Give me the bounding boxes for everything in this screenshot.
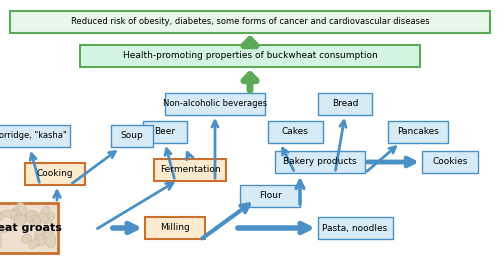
Ellipse shape [10, 209, 20, 221]
Text: Non-alcoholic beverages: Non-alcoholic beverages [163, 99, 267, 109]
Ellipse shape [11, 208, 20, 220]
FancyBboxPatch shape [318, 93, 372, 115]
Text: Milling: Milling [160, 224, 190, 232]
Text: Bakery products: Bakery products [283, 158, 357, 166]
FancyBboxPatch shape [0, 125, 70, 147]
Text: Flour: Flour [258, 191, 281, 200]
Text: Pancakes: Pancakes [397, 128, 439, 136]
FancyBboxPatch shape [165, 93, 265, 115]
Ellipse shape [0, 225, 11, 233]
Text: Bread: Bread [332, 99, 358, 109]
Ellipse shape [38, 213, 50, 222]
Ellipse shape [44, 212, 54, 224]
FancyBboxPatch shape [240, 185, 300, 207]
FancyBboxPatch shape [388, 121, 448, 143]
Text: Soup: Soup [120, 132, 144, 140]
FancyBboxPatch shape [80, 45, 420, 67]
Ellipse shape [17, 202, 26, 215]
Ellipse shape [0, 213, 2, 221]
Ellipse shape [14, 215, 27, 226]
FancyBboxPatch shape [25, 163, 85, 185]
Ellipse shape [25, 211, 39, 221]
Ellipse shape [34, 234, 46, 246]
Text: Cakes: Cakes [282, 128, 308, 136]
FancyBboxPatch shape [422, 151, 478, 173]
Ellipse shape [0, 232, 2, 249]
Ellipse shape [41, 206, 50, 217]
FancyBboxPatch shape [143, 121, 187, 143]
Ellipse shape [29, 239, 40, 249]
FancyBboxPatch shape [0, 203, 58, 253]
FancyBboxPatch shape [275, 151, 365, 173]
Ellipse shape [22, 234, 32, 243]
Ellipse shape [29, 215, 40, 226]
FancyBboxPatch shape [10, 11, 490, 33]
Text: Buckwheat groats: Buckwheat groats [0, 223, 62, 233]
Text: Porridge, "kasha": Porridge, "kasha" [0, 132, 66, 140]
Text: Fermentation: Fermentation [160, 165, 220, 174]
Ellipse shape [26, 211, 36, 221]
Text: Beer: Beer [154, 128, 176, 136]
FancyBboxPatch shape [318, 217, 392, 239]
FancyBboxPatch shape [268, 121, 322, 143]
Ellipse shape [35, 227, 44, 239]
Text: Cookies: Cookies [432, 158, 468, 166]
Ellipse shape [44, 230, 56, 247]
Text: Cooking: Cooking [36, 169, 74, 179]
FancyBboxPatch shape [145, 217, 205, 239]
Text: Pasta, noodles: Pasta, noodles [322, 224, 388, 232]
Ellipse shape [33, 215, 40, 226]
Text: Health-promoting properties of buckwheat consumption: Health-promoting properties of buckwheat… [122, 52, 378, 60]
FancyBboxPatch shape [154, 159, 226, 181]
Text: Reduced risk of obesity, diabetes, some forms of cancer and cardiovascular disea: Reduced risk of obesity, diabetes, some … [70, 18, 430, 27]
Ellipse shape [1, 210, 18, 217]
FancyBboxPatch shape [111, 125, 153, 147]
